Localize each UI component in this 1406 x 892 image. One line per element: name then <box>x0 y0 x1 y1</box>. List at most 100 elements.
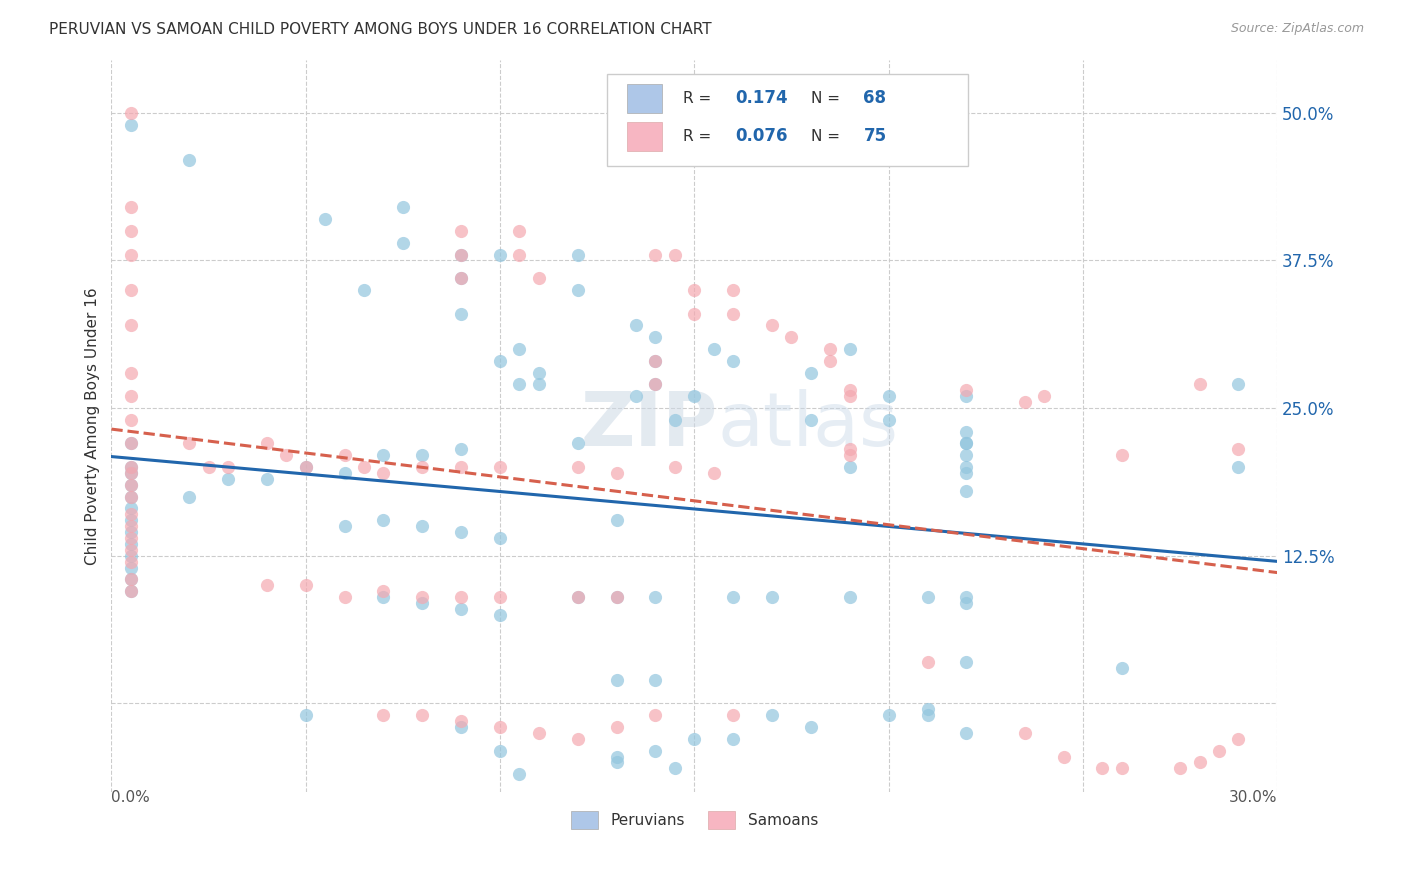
Point <box>450 720 472 734</box>
Point <box>838 448 860 462</box>
Point <box>411 448 433 462</box>
Point <box>567 436 589 450</box>
Point <box>450 590 472 604</box>
Point <box>120 537 142 551</box>
Point <box>120 490 142 504</box>
Point <box>450 271 472 285</box>
Point <box>761 708 783 723</box>
Point <box>624 318 647 333</box>
Point <box>120 555 142 569</box>
Point <box>333 590 356 604</box>
Point <box>838 342 860 356</box>
Point <box>373 590 395 604</box>
Point <box>450 224 472 238</box>
Point <box>567 283 589 297</box>
Text: atlas: atlas <box>717 389 898 462</box>
Point <box>644 743 666 757</box>
Point <box>1014 726 1036 740</box>
Point <box>877 413 900 427</box>
Point <box>120 508 142 522</box>
Point <box>276 448 298 462</box>
Point <box>489 531 512 545</box>
Point <box>721 590 744 604</box>
Point <box>955 596 977 610</box>
Point <box>683 307 706 321</box>
Bar <box>627 84 662 113</box>
Point <box>411 460 433 475</box>
Point <box>838 389 860 403</box>
Point <box>664 413 686 427</box>
Point <box>1111 761 1133 775</box>
Point <box>1188 756 1211 770</box>
Point <box>606 756 628 770</box>
Point <box>683 731 706 746</box>
Text: N =: N = <box>811 91 845 106</box>
Point <box>373 466 395 480</box>
Point <box>567 590 589 604</box>
Point <box>955 448 977 462</box>
Point <box>606 673 628 687</box>
Point <box>644 353 666 368</box>
Point <box>800 413 823 427</box>
Point <box>1227 731 1250 746</box>
Point <box>1227 460 1250 475</box>
Point <box>721 283 744 297</box>
Point <box>1188 377 1211 392</box>
Point <box>664 460 686 475</box>
Point <box>955 389 977 403</box>
Point <box>955 466 977 480</box>
Text: R =: R = <box>683 91 716 106</box>
Point <box>197 460 219 475</box>
Point <box>877 708 900 723</box>
Point <box>567 590 589 604</box>
Point <box>644 330 666 344</box>
Point <box>527 366 550 380</box>
Text: Source: ZipAtlas.com: Source: ZipAtlas.com <box>1230 22 1364 36</box>
Text: N =: N = <box>811 129 845 144</box>
Point <box>644 247 666 261</box>
Point <box>120 584 142 599</box>
Point <box>120 572 142 586</box>
Point <box>489 720 512 734</box>
Point <box>179 153 201 167</box>
Point <box>120 318 142 333</box>
Point <box>120 478 142 492</box>
Point <box>761 590 783 604</box>
Point <box>567 247 589 261</box>
Point <box>450 271 472 285</box>
Point <box>606 720 628 734</box>
Point <box>1052 749 1074 764</box>
Point <box>179 490 201 504</box>
Point <box>606 590 628 604</box>
Point <box>411 519 433 533</box>
Bar <box>627 122 662 151</box>
Point <box>294 460 316 475</box>
Point <box>800 366 823 380</box>
Point <box>333 448 356 462</box>
Point <box>314 212 336 227</box>
Point <box>955 425 977 439</box>
Point <box>703 466 725 480</box>
Point <box>120 466 142 480</box>
Point <box>120 549 142 563</box>
Point <box>217 460 239 475</box>
Point <box>606 590 628 604</box>
Point <box>120 105 142 120</box>
Point <box>373 448 395 462</box>
Point <box>256 472 278 486</box>
Point <box>664 761 686 775</box>
Point <box>721 353 744 368</box>
Point <box>508 377 530 392</box>
Point <box>644 590 666 604</box>
Point <box>955 384 977 398</box>
Point <box>120 118 142 132</box>
Point <box>1168 761 1191 775</box>
Point <box>838 460 860 475</box>
Point <box>489 743 512 757</box>
Point <box>683 283 706 297</box>
Point <box>1111 448 1133 462</box>
Text: 68: 68 <box>863 89 886 107</box>
Point <box>721 708 744 723</box>
Point <box>120 460 142 475</box>
Point <box>392 235 415 250</box>
